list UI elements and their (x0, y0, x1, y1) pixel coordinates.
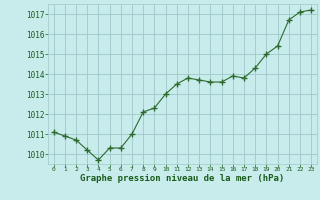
X-axis label: Graphe pression niveau de la mer (hPa): Graphe pression niveau de la mer (hPa) (80, 174, 284, 183)
